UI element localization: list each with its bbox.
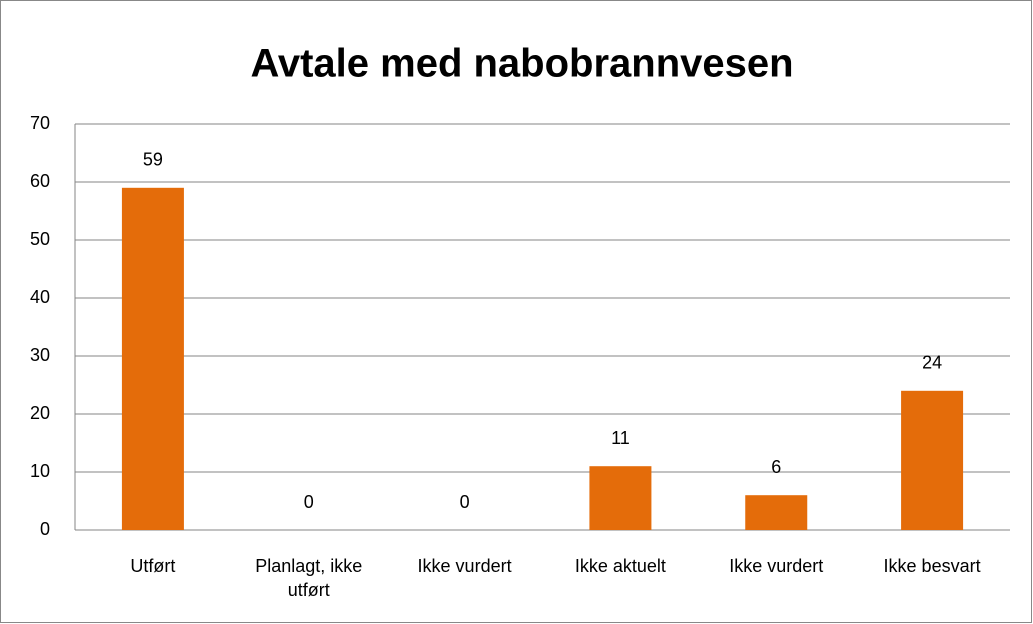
bar <box>901 390 964 530</box>
data-label: 0 <box>304 492 314 512</box>
x-tick-label: Ikke besvart <box>883 556 981 576</box>
y-tick-label: 10 <box>30 461 50 481</box>
data-label: 11 <box>611 428 630 448</box>
y-tick-label: 20 <box>30 403 50 423</box>
y-tick-label: 60 <box>30 171 50 191</box>
y-tick-label: 70 <box>30 113 50 133</box>
data-label: 59 <box>143 150 163 170</box>
bar <box>745 495 808 530</box>
y-tick-label: 0 <box>40 519 50 539</box>
x-tick-label: Ikke aktuelt <box>574 556 666 576</box>
chart-title: Avtale med nabobrannvesen <box>250 42 793 86</box>
x-tick-label: Ikke vurdert <box>729 556 824 576</box>
y-tick-label: 40 <box>30 287 50 307</box>
data-label: 0 <box>460 492 470 512</box>
x-tick-label: Planlagt, ikke utført <box>255 556 363 600</box>
bar <box>589 466 652 530</box>
data-label: 6 <box>771 457 781 477</box>
y-tick-label: 50 <box>30 229 50 249</box>
bar <box>121 187 184 531</box>
x-tick-label: Ikke vurdert <box>417 556 512 576</box>
x-tick-label: Utført <box>130 556 176 576</box>
data-label: 24 <box>922 353 942 373</box>
y-tick-label: 30 <box>30 345 50 365</box>
